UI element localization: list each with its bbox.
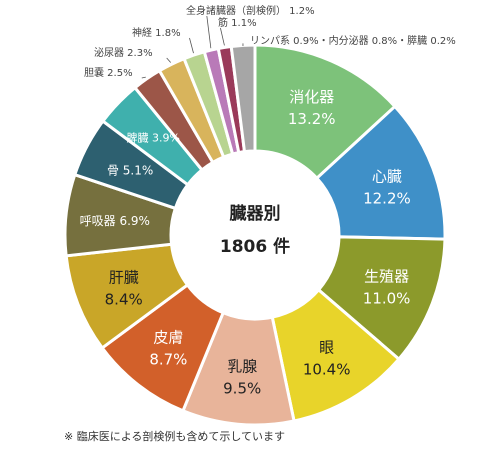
outside-label-12: 神経 1.8% [132,26,181,39]
slice-label-1: 心臓 [372,167,402,185]
outside-label-10: 胆嚢 2.5% [84,66,133,79]
slice-value-2: 11.0% [363,290,411,308]
slice-label-2: 生殖器 [364,268,409,286]
slice-label-5: 皮膚 [153,328,183,346]
tail-group-label: リンパ系 0.9%・内分泌器 0.8%・膵臓 0.2% [250,34,456,47]
leader-lines [141,15,244,79]
slice-value-0: 13.2% [288,110,336,128]
slice-label-8: 骨 5.1% [107,164,153,178]
outside-label-14: 筋 1.1% [218,16,257,29]
slice-label-7: 呼吸器 6.9% [80,214,150,228]
leader-line-10 [141,76,146,79]
leader-line-11 [166,57,171,63]
slice-value-5: 8.7% [149,350,187,368]
slice-label-4: 乳腺 [227,357,257,375]
outside-label-11: 泌尿器 2.3% [94,46,153,59]
slice-15 [229,43,257,154]
leader-line-13 [206,15,212,49]
slice-value-4: 9.5% [223,379,261,397]
footnote: ※ 臨床医による剖検例も含めて示しています [64,430,286,443]
center-title: 臓器別 [230,204,281,224]
slice-label-0: 消化器 [289,88,334,106]
leader-line-12 [189,37,194,54]
leader-line-14 [220,27,225,46]
slice-value-1: 12.2% [363,189,411,207]
slice-label-9: 脾臓 3.9% [127,130,180,144]
donut-slices [63,43,447,427]
center-total: 1806 件 [220,236,290,257]
slice-value-3: 10.4% [303,360,351,378]
slice-label-3: 眼 [319,338,334,356]
outside-label-13: 全身諸臓器（剖検例） 1.2% [186,4,315,17]
slice-label-6: 肝臓 [109,268,139,286]
slice-value-6: 8.4% [105,290,143,308]
slice-labels: 消化器 13.2% 心臓 12.2% 生殖器 11.0% 眼 10.4% 乳腺 9.5% 皮膚 8.7… [80,4,411,397]
